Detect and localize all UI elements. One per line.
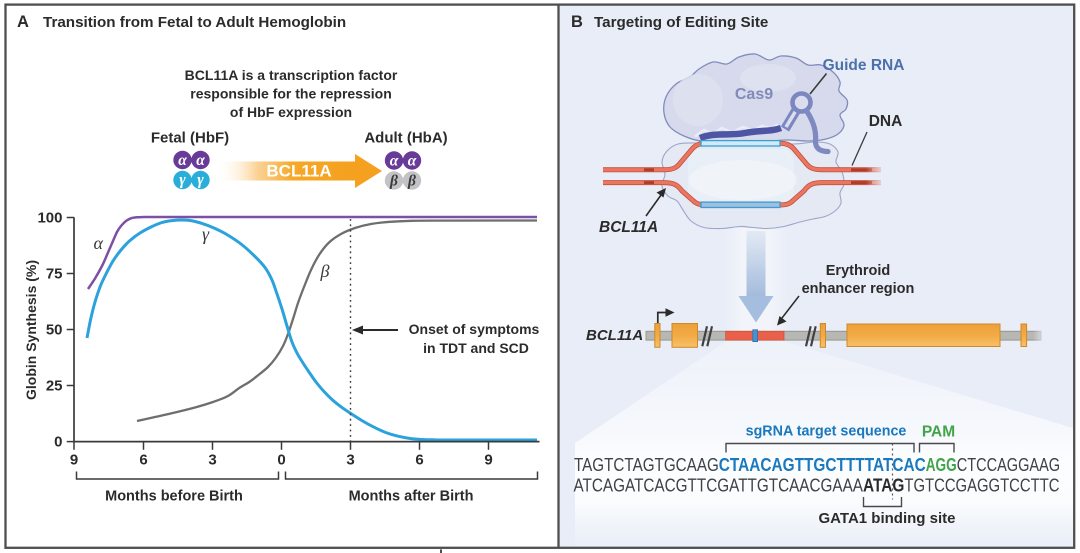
svg-text:Cas9: Cas9 — [735, 86, 773, 103]
svg-text:Globin Synthesis (%): Globin Synthesis (%) — [23, 260, 39, 400]
svg-text:α: α — [178, 152, 187, 169]
svg-text:β: β — [407, 173, 416, 190]
svg-text:Transition from Fetal to Adult: Transition from Fetal to Adult Hemoglobi… — [43, 14, 346, 31]
svg-text:BCL11A: BCL11A — [266, 162, 331, 181]
svg-text:100: 100 — [37, 210, 62, 227]
svg-text:ATAG: ATAG — [863, 476, 904, 496]
svg-text:CTAACAGTTGCTTTTATCAC: CTAACAGTTGCTTTTATCAC — [719, 455, 926, 475]
svg-text:0: 0 — [54, 434, 62, 451]
svg-text:β: β — [320, 261, 330, 281]
svg-text:γ: γ — [179, 172, 186, 189]
svg-text:75: 75 — [46, 266, 63, 283]
svg-text:9: 9 — [70, 452, 78, 469]
svg-text:BCL11A: BCL11A — [599, 219, 658, 236]
svg-text:0: 0 — [277, 452, 285, 469]
svg-text:6: 6 — [139, 452, 147, 469]
svg-text:α: α — [94, 233, 104, 253]
svg-text:in TDT and SCD: in TDT and SCD — [423, 340, 529, 356]
svg-text:TAGTCTAGTGCAAG: TAGTCTAGTGCAAG — [574, 455, 719, 475]
svg-text:6: 6 — [415, 452, 423, 469]
svg-text:ATCAGATCACGTTCGATTGTCAACGAAA: ATCAGATCACGTTCGATTGTCAACGAAA — [574, 476, 864, 496]
svg-text:BCL11A: BCL11A — [586, 327, 643, 344]
svg-text:γ: γ — [197, 172, 204, 189]
svg-text:CTCCAGGAAG: CTCCAGGAAG — [957, 455, 1060, 475]
svg-text:enhancer region: enhancer region — [802, 281, 915, 297]
svg-text:responsible for the repression: responsible for the repression — [190, 86, 392, 102]
svg-text:Onset of symptoms: Onset of symptoms — [409, 321, 540, 337]
svg-text:Fetal (HbF): Fetal (HbF) — [151, 130, 229, 147]
svg-text:B: B — [571, 13, 583, 31]
svg-text:GATA1 binding site: GATA1 binding site — [819, 510, 956, 527]
svg-text:BCL11A is a transcription fact: BCL11A is a transcription factor — [185, 67, 398, 83]
svg-text:Guide RNA: Guide RNA — [823, 57, 905, 74]
svg-text:α: α — [390, 153, 399, 170]
svg-text:Months after Birth: Months after Birth — [349, 489, 474, 505]
svg-text:α: α — [408, 153, 417, 170]
svg-text:PAM: PAM — [922, 424, 955, 441]
svg-text:3: 3 — [346, 452, 354, 469]
svg-text:DNA: DNA — [869, 113, 903, 130]
svg-text:25: 25 — [46, 378, 63, 395]
svg-text:Targeting of Editing Site: Targeting of Editing Site — [594, 14, 768, 31]
svg-text:β: β — [389, 173, 398, 190]
svg-text:AGG: AGG — [926, 455, 957, 475]
svg-text:A: A — [17, 13, 29, 31]
svg-text:Erythroid: Erythroid — [826, 263, 890, 279]
svg-text:Months before Birth: Months before Birth — [105, 489, 243, 505]
svg-text:γ: γ — [202, 224, 210, 244]
svg-text:TGTCCGAGGTCCTTC: TGTCCGAGGTCCTTC — [904, 476, 1059, 496]
svg-text:3: 3 — [208, 452, 216, 469]
svg-text:Adult (HbA): Adult (HbA) — [364, 130, 447, 147]
svg-text:of HbF expression: of HbF expression — [230, 104, 352, 120]
svg-text:α: α — [196, 152, 205, 169]
svg-text:sgRNA target sequence: sgRNA target sequence — [746, 424, 907, 440]
svg-text:9: 9 — [484, 452, 492, 469]
svg-text:50: 50 — [46, 322, 63, 339]
